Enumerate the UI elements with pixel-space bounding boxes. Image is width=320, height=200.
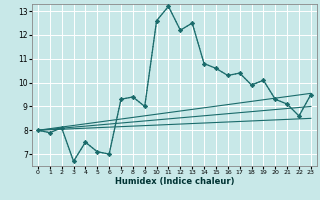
X-axis label: Humidex (Indice chaleur): Humidex (Indice chaleur) (115, 177, 234, 186)
